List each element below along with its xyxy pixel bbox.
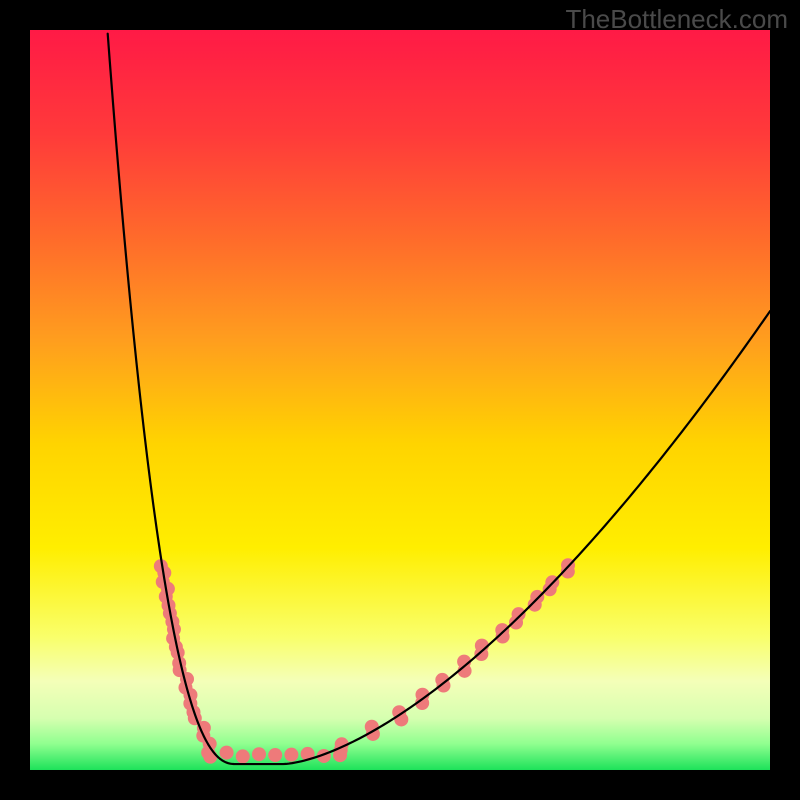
band-dot [236,749,250,763]
band-dot [495,623,509,637]
band-dot [512,607,526,621]
band-dot [252,747,266,761]
band-dot [284,748,298,762]
band-dot [203,750,217,764]
watermark-text: TheBottleneck.com [565,4,788,35]
band-dot [530,590,544,604]
band-dot [220,746,234,760]
band-dot [268,748,282,762]
chart-stage: TheBottleneck.com [0,0,800,800]
plot-area [30,30,770,770]
plot-svg [30,30,770,770]
